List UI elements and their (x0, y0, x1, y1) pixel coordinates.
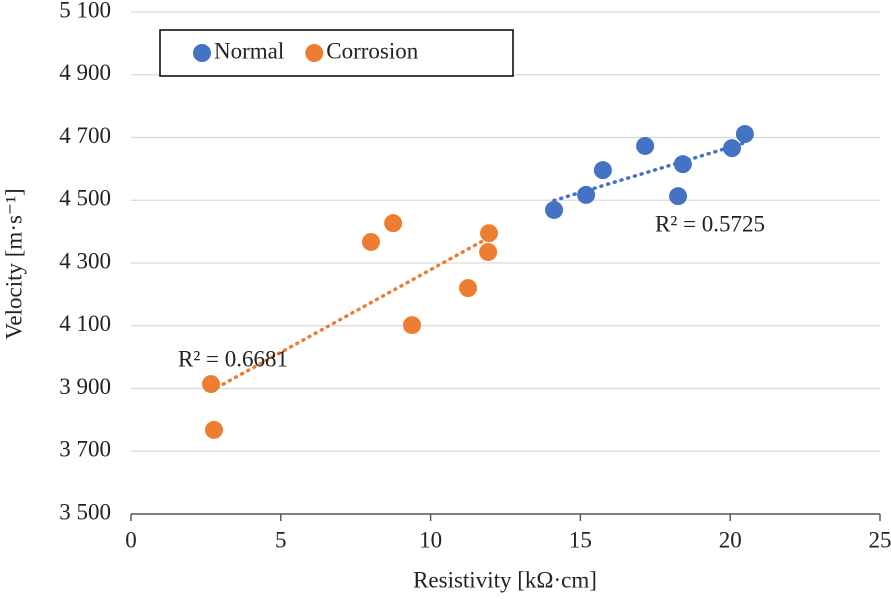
trendline (209, 235, 491, 393)
annotation: R² = 0.5725 (655, 211, 765, 236)
x-tick-label: 5 (275, 527, 287, 552)
x-tick-label: 25 (869, 527, 891, 552)
x-tick-label: 10 (419, 527, 442, 552)
annotation: R² = 0.6681 (178, 346, 288, 371)
x-tick-label: 20 (719, 527, 742, 552)
point (673, 155, 692, 174)
point (361, 232, 380, 251)
y-tick-label: 3 500 (59, 499, 111, 524)
legend-box (159, 29, 514, 77)
y-tick-label: 3 900 (59, 374, 111, 399)
legend-marker (305, 44, 324, 62)
point (480, 224, 499, 243)
point (479, 243, 498, 262)
legend-marker (193, 44, 211, 62)
point (669, 187, 688, 206)
point (403, 316, 422, 335)
point (459, 279, 478, 298)
point (636, 136, 655, 155)
legend-label: Corrosion (326, 38, 419, 63)
point (577, 185, 596, 204)
point (204, 420, 223, 439)
y-tick-label: 4 700 (59, 123, 111, 148)
point (384, 214, 403, 233)
legend-label: Normal (214, 38, 284, 63)
point (201, 375, 220, 394)
point (722, 139, 741, 158)
x-axis-label: Resistivity [kΩ·cm] (413, 567, 597, 592)
point (593, 161, 612, 180)
y-tick-label: 4 500 (59, 186, 111, 211)
x-tick-label: 0 (125, 527, 137, 552)
y-tick-label: 4 900 (59, 60, 111, 85)
y-tick-label: 5 100 (59, 0, 111, 22)
y-tick-label: 4 100 (59, 311, 111, 336)
point (735, 125, 754, 144)
y-tick-label: 4 300 (59, 248, 111, 273)
x-tick-label: 15 (569, 527, 592, 552)
trendline (552, 141, 747, 203)
y-tick-label: 3 700 (59, 437, 111, 462)
point (545, 200, 564, 219)
y-axis-label: Velocity [m·s⁻¹] (1, 188, 26, 339)
